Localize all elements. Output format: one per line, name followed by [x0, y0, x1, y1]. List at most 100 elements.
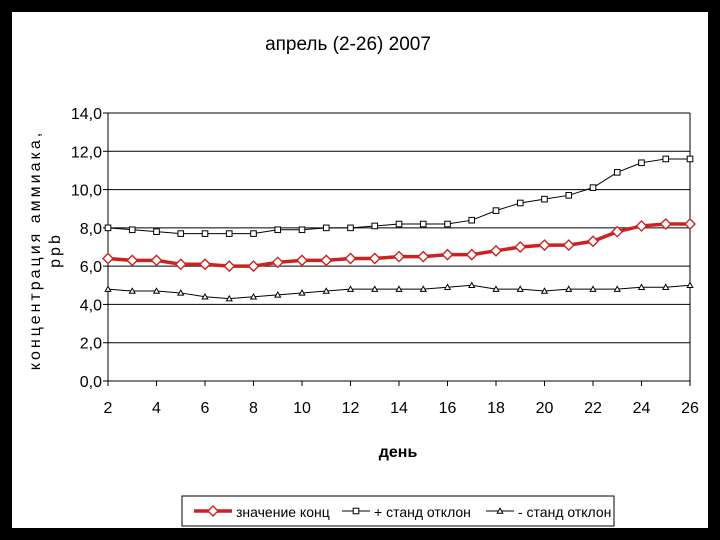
- chart-title: апрель (2-26) 2007: [265, 34, 431, 55]
- square-marker: [352, 507, 360, 515]
- triangle-marker: [177, 289, 185, 296]
- plot-area: [108, 113, 690, 381]
- diamond-marker: [635, 219, 648, 232]
- diamond-marker: [174, 258, 187, 271]
- triangle-marker: [128, 287, 136, 294]
- x-tick-label: 14: [390, 400, 408, 417]
- square-marker: [492, 207, 500, 214]
- triangle-marker: [322, 287, 330, 294]
- series-2: [104, 155, 694, 237]
- triangle-marker: [104, 285, 112, 292]
- square-marker: [662, 155, 670, 163]
- square-marker: [565, 192, 573, 199]
- square-marker: [322, 224, 330, 232]
- y-axis-label-line2: ppb: [47, 232, 64, 268]
- diamond-marker: [150, 254, 163, 267]
- square-marker: [104, 224, 112, 232]
- triangle-marker: [686, 281, 694, 289]
- x-tick-label: 12: [342, 400, 360, 417]
- x-tick-label: 20: [536, 400, 554, 417]
- y-axis-label: концентрация аммиака, ppb: [27, 130, 64, 370]
- series-3: [104, 281, 694, 302]
- legend-label: значение конц: [236, 504, 330, 520]
- triangle-marker: [589, 285, 597, 292]
- triangle-marker: [225, 294, 233, 302]
- diamond-marker: [368, 252, 381, 265]
- x-tick-label: 6: [201, 400, 210, 417]
- triangle-marker: [565, 285, 573, 292]
- legend-item-2: + станд отклон: [342, 504, 471, 520]
- square-marker: [444, 220, 451, 228]
- series-1: [102, 218, 696, 273]
- y-tick-label: 4,0: [80, 297, 102, 314]
- triangle-marker: [395, 285, 403, 292]
- square-marker: [468, 216, 476, 224]
- legend: значение конц + станд отклон - станд откло…: [181, 495, 615, 527]
- square-marker: [613, 169, 621, 176]
- y-tick-label: 0,0: [80, 374, 102, 391]
- square-marker: [347, 224, 354, 232]
- square-marker: [177, 230, 185, 237]
- square-marker: [201, 230, 209, 237]
- diamond-marker: [538, 239, 551, 252]
- y-tick-label: 6,0: [80, 259, 102, 276]
- x-tick-label: 10: [293, 400, 311, 417]
- diamond-marker: [102, 252, 114, 265]
- x-tick-label: 16: [439, 400, 457, 417]
- series-layer: [102, 155, 696, 302]
- line-chart: апрель (2-26) 2007 концентрация аммиака,…: [27, 34, 699, 527]
- triangle-marker: [346, 285, 355, 292]
- diamond-marker: [207, 505, 219, 517]
- triangle-marker: [152, 287, 161, 294]
- diamond-marker: [199, 258, 211, 271]
- diamond-marker: [296, 254, 308, 267]
- y-axis-label-line1: концентрация аммиака,: [27, 130, 44, 370]
- diamond-marker: [441, 248, 454, 261]
- triangle-marker: [613, 285, 621, 292]
- square-marker: [419, 220, 427, 228]
- legend-label: - станд отклон: [518, 504, 611, 520]
- square-marker: [541, 195, 548, 203]
- triangle-marker: [443, 283, 452, 290]
- legend-item-1: значение конц: [194, 504, 330, 520]
- x-tick-label: 8: [249, 400, 258, 417]
- square-marker: [395, 220, 403, 228]
- triangle-marker: [637, 283, 646, 290]
- square-marker: [250, 230, 257, 237]
- square-marker: [225, 230, 233, 237]
- y-tick-label: 12,0: [71, 144, 102, 161]
- diamond-marker: [223, 260, 236, 273]
- triangle-marker: [540, 287, 549, 294]
- square-marker: [371, 222, 379, 230]
- diamond-marker: [562, 239, 575, 252]
- square-marker: [274, 226, 282, 234]
- triangle-marker: [468, 281, 476, 289]
- y-tick-label: 8,0: [80, 221, 102, 238]
- square-marker: [516, 199, 524, 207]
- triangle-marker: [516, 285, 524, 292]
- legend-box: [181, 495, 615, 527]
- x-tick-label: 4: [152, 400, 161, 417]
- diamond-marker: [611, 225, 624, 238]
- triangle-marker: [419, 285, 427, 292]
- triangle-marker: [492, 285, 500, 292]
- diamond-marker: [465, 248, 478, 261]
- triangle-marker: [249, 292, 258, 300]
- triangle-marker: [371, 285, 379, 292]
- y-tick-label: 2,0: [80, 336, 102, 353]
- triangle-marker: [496, 507, 504, 514]
- x-tick-label: 2: [104, 400, 113, 417]
- x-tick-label: 22: [584, 400, 602, 417]
- y-tick-label: 14,0: [71, 106, 102, 123]
- triangle-marker: [662, 283, 670, 290]
- x-tick-label: 24: [633, 400, 651, 417]
- diamond-marker: [320, 254, 333, 267]
- diamond-marker: [271, 256, 284, 269]
- triangle-marker: [274, 291, 282, 298]
- y-axis: 0,0 2,0 4,0 6,0 8,0 10,0 12,0 14,0: [71, 106, 691, 391]
- diamond-marker: [344, 252, 357, 265]
- square-marker: [128, 226, 136, 234]
- triangle-marker: [298, 289, 306, 296]
- x-tick-label: 26: [681, 400, 699, 417]
- slide: апрель (2-26) 2007 концентрация аммиака,…: [12, 12, 708, 528]
